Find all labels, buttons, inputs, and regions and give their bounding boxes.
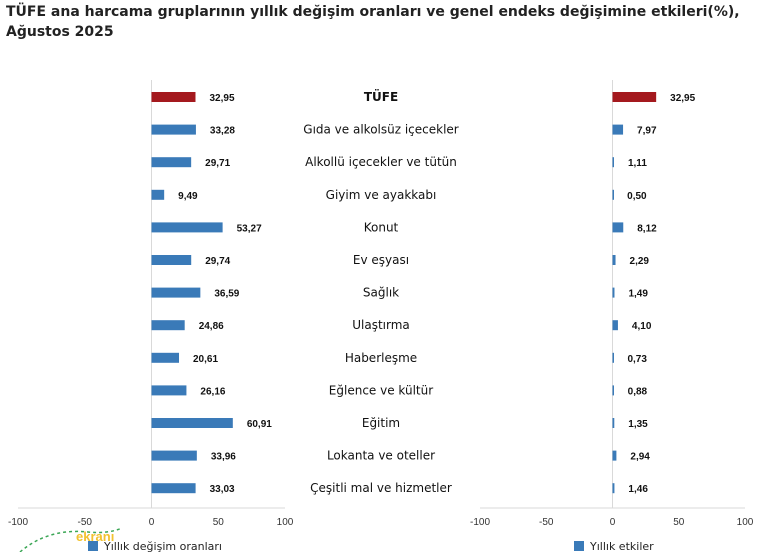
category-label: Haberleşme xyxy=(345,351,417,365)
left-value-label: 36,59 xyxy=(214,289,239,300)
right-tick-label: 0 xyxy=(610,517,616,528)
right-tick-label: -100 xyxy=(470,517,490,528)
category-label: TÜFE xyxy=(364,89,398,104)
category-label: Gıda ve alkolsüz içecekler xyxy=(303,123,459,137)
left-bar xyxy=(151,255,192,265)
category-label: Lokanta ve oteller xyxy=(327,449,435,463)
right-tick-label: 50 xyxy=(673,517,685,528)
right-value-label: 4,10 xyxy=(632,321,652,332)
right-bar xyxy=(612,157,614,168)
right-tick-label: -50 xyxy=(539,517,554,528)
right-bar xyxy=(612,418,615,428)
left-bar xyxy=(151,450,197,461)
left-bar xyxy=(151,320,185,331)
right-value-label: 8,12 xyxy=(637,223,657,234)
right-bar xyxy=(612,92,657,102)
left-tick-label: 50 xyxy=(213,517,225,528)
category-label: Alkollü içecekler ve tütün xyxy=(305,155,457,169)
right-value-label: 1,11 xyxy=(628,158,647,169)
right-bar xyxy=(612,222,624,233)
category-labels: TÜFE Gıda ve alkolsüz içecekler Alkollü iç… xyxy=(303,89,459,495)
right-bar xyxy=(612,352,614,363)
watermark-swoosh xyxy=(19,527,123,552)
category-label: Ev eşyası xyxy=(353,253,409,267)
left-value-label: 33,03 xyxy=(210,484,235,495)
left-bar xyxy=(151,157,192,168)
right-legend-swatch xyxy=(574,541,584,551)
category-label: Eğitim xyxy=(362,416,400,430)
right-tick-label: 100 xyxy=(737,517,754,528)
left-bar xyxy=(151,92,196,102)
left-chart-annual-change: -100 -50 0 50 100 32,95 33,28 29,71 9,49 53,27 29,… xyxy=(8,92,294,528)
left-bar xyxy=(151,385,187,396)
left-value-label: 32,95 xyxy=(209,93,234,104)
category-label: Ulaştırma xyxy=(352,318,410,332)
left-value-label: 9,49 xyxy=(178,191,198,202)
right-legend-label: Yıllık etkiler xyxy=(589,540,654,552)
left-value-label: 20,61 xyxy=(193,354,218,365)
left-bar xyxy=(151,222,223,233)
left-tick-label: 100 xyxy=(277,517,294,528)
left-value-label: 33,96 xyxy=(211,452,236,463)
left-tick-label: -100 xyxy=(8,517,28,528)
right-value-label: 32,95 xyxy=(670,93,695,104)
right-value-label: 7,97 xyxy=(637,126,657,137)
right-bar xyxy=(612,189,614,200)
right-bar xyxy=(612,483,615,494)
left-bar xyxy=(151,352,180,363)
right-value-label: 0,73 xyxy=(627,354,647,365)
right-value-label: 1,46 xyxy=(628,484,648,495)
right-bar xyxy=(612,255,616,265)
right-chart-annual-effect: -100 -50 0 50 100 32,95 7,97 1,11 0,50 8,12 2,29 1,… xyxy=(470,92,754,528)
watermark-text: ekranı xyxy=(76,529,114,544)
left-value-label: 26,16 xyxy=(200,386,225,397)
right-bar xyxy=(612,287,615,298)
right-bar xyxy=(612,124,624,135)
left-tick-label: 0 xyxy=(149,517,155,528)
left-value-label: 29,71 xyxy=(205,158,230,169)
category-label: Eğlence ve kültür xyxy=(329,383,433,397)
right-value-label: 2,94 xyxy=(630,452,650,463)
right-bar xyxy=(612,450,617,461)
left-bar xyxy=(151,483,196,494)
legend: Yıllık değişim oranları Yıllık etkiler xyxy=(88,540,654,552)
left-legend-label: Yıllık değişim oranları xyxy=(103,540,222,552)
category-label: Konut xyxy=(364,220,399,234)
left-legend-swatch xyxy=(88,541,98,551)
left-value-label: 24,86 xyxy=(199,321,224,332)
category-label: Çeşitli mal ve hizmetler xyxy=(310,481,452,495)
left-bar xyxy=(151,287,201,298)
left-value-label: 33,28 xyxy=(210,126,235,137)
watermark-logo: ekranı xyxy=(19,527,123,552)
right-bar xyxy=(612,320,618,331)
right-value-label: 1,35 xyxy=(628,419,648,430)
category-label: Sağlık xyxy=(363,286,399,300)
right-value-label: 2,29 xyxy=(630,256,650,267)
right-value-label: 0,50 xyxy=(627,191,647,202)
left-bar xyxy=(151,189,165,200)
right-value-label: 0,88 xyxy=(628,386,648,397)
left-bar xyxy=(151,418,233,428)
category-label: Giyim ve ayakkabı xyxy=(326,188,437,202)
left-value-label: 60,91 xyxy=(247,419,272,430)
chart-title: TÜFE ana harcama gruplarının yıllık deği… xyxy=(6,4,740,40)
left-bar xyxy=(151,124,196,135)
left-value-label: 29,74 xyxy=(205,256,230,267)
right-bar xyxy=(612,385,614,396)
left-value-label: 53,27 xyxy=(237,223,262,234)
left-tick-label: -50 xyxy=(78,517,93,528)
right-value-label: 1,49 xyxy=(628,289,648,300)
